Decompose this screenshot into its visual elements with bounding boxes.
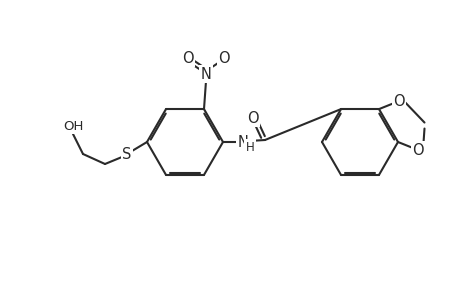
Text: O: O — [411, 142, 423, 158]
Text: S: S — [122, 146, 131, 161]
Text: O: O — [246, 110, 258, 125]
Text: N: N — [237, 134, 248, 149]
Text: O: O — [392, 94, 404, 109]
Text: O: O — [218, 51, 230, 66]
Text: H: H — [245, 140, 254, 154]
Text: OH: OH — [63, 119, 83, 133]
Text: N: N — [200, 67, 211, 82]
Text: O: O — [182, 51, 193, 66]
